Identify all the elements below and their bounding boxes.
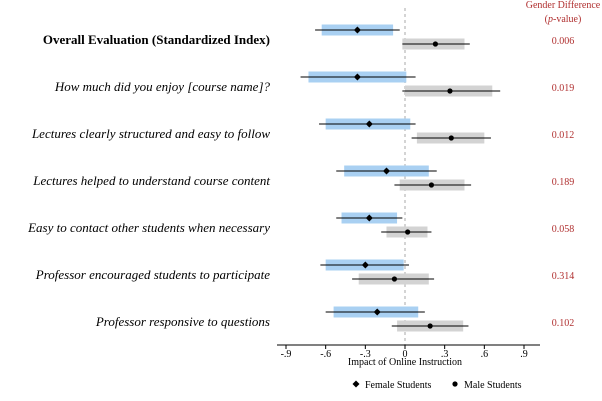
male-point-marker [448,135,454,141]
female-point-marker [365,120,373,128]
row-pvalue: 0.019 [552,83,575,94]
row-label: Easy to contact other students when nece… [27,220,270,235]
x-tick-label: .9 [520,349,528,360]
row-label: How much did you enjoy [course name]? [54,79,271,94]
row-pvalue: 0.058 [552,224,575,235]
forest-row: Easy to contact other students when nece… [27,212,575,238]
male-point-marker [405,229,411,235]
legend: Female Students Male Students [352,380,522,391]
male-point-marker [428,182,435,188]
x-tick-label: -.9 [281,349,292,360]
row-pvalue: 0.012 [552,130,575,141]
x-tick-label: -.3 [360,349,371,360]
forest-row: Professor encouraged students to partici… [35,259,575,285]
female-point-marker [365,214,373,222]
pvalue-header-sub: (p-value) [545,14,582,25]
row-label: Lectures helped to understand course con… [32,173,270,188]
female-point-marker [353,73,361,81]
male-point-marker [427,323,433,329]
row-label: Lectures clearly structured and easy to … [31,126,270,141]
pvalue-header-p: p [547,14,553,25]
forest-row: How much did you enjoy [course name]? 0.0… [54,71,575,97]
x-tick-label: .6 [481,349,489,360]
row-pvalue: 0.189 [552,177,575,188]
forest-rows: Overall Evaluation (Standardized Index) 0… [27,8,574,345]
forest-row: Lectures helped to understand course con… [32,165,575,191]
pvalue-header: Gender Difference [526,0,601,11]
x-tick-label: -.6 [320,349,331,360]
male-point-marker [447,88,453,94]
row-label: Professor encouraged students to partici… [35,267,270,282]
row-label: Overall Evaluation (Standardized Index) [43,32,270,47]
row-pvalue: 0.006 [552,36,575,47]
x-axis-label: Impact of Online Instruction [348,357,462,368]
x-tick-label: 0 [403,349,408,360]
female-point-marker [373,308,381,316]
female-point-marker [361,261,369,269]
legend-item: Female Students [352,380,431,391]
x-axis-ticks: -.9 -.6 -.3 0 .3 .6 .9 [281,345,528,360]
row-pvalue: 0.314 [552,271,575,282]
forest-row: Overall Evaluation (Standardized Index) 0… [43,24,575,50]
female-point-marker [353,26,361,34]
legend-label: Male Students [464,380,522,391]
pvalue-header-suffix: -value) [553,14,581,25]
female-point-marker [382,167,390,175]
legend-circle-marker [452,381,458,387]
row-pvalue: 0.102 [552,318,575,329]
forest-row: Lectures clearly structured and easy to … [31,118,575,144]
row-label: Professor responsive to questions [95,314,270,329]
male-point-marker [432,41,439,47]
forest-row: Professor responsive to questions 0.102 [95,306,575,332]
legend-item: Male Students [452,380,522,391]
male-point-marker [391,276,398,282]
legend-label: Female Students [365,380,431,391]
legend-diamond-marker [352,380,360,388]
x-tick-label: .3 [441,349,449,360]
